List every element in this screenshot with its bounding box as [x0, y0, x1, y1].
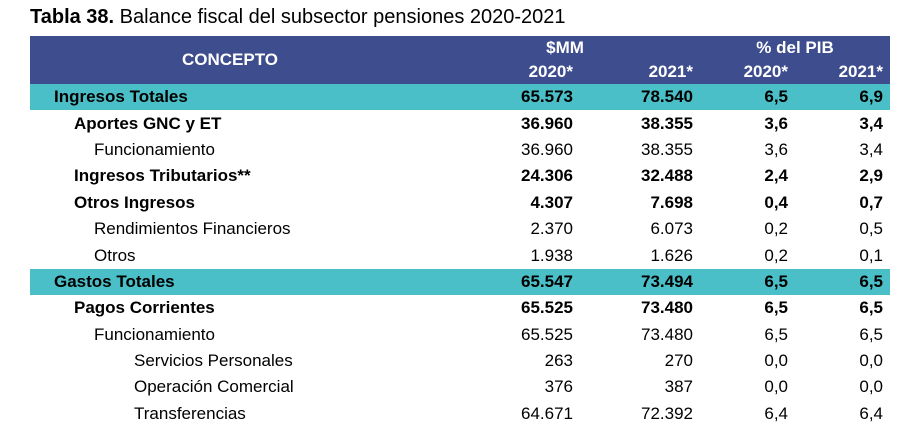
value-mm-2021: 72.392 — [641, 403, 693, 423]
value-mm-2020: 263 — [544, 351, 573, 371]
header-year-mm-2021: 2021* — [580, 60, 700, 84]
value-pib-2021: 6,5 — [859, 298, 883, 318]
value-pib-2021: 0,0 — [859, 377, 883, 397]
header-group-pib: % del PIB — [700, 36, 890, 60]
table-row: Funcionamiento 36.960 38.355 3,6 3,4 — [30, 137, 890, 163]
value-mm-2020: 36.960 — [521, 139, 573, 159]
table-row: Otros Ingresos 4.307 7.698 0,4 0,7 — [30, 190, 890, 216]
value-pib-2020: 6,5 — [700, 84, 795, 111]
table-row: Pagos Corrientes 65.525 73.480 6,5 6,5 — [30, 295, 890, 321]
value-pib-2020: 6,5 — [764, 324, 788, 344]
header-year-pib-2020: 2020* — [700, 60, 795, 84]
row-label: Rendimientos Financieros — [94, 219, 291, 239]
value-pib-2020: 0,2 — [764, 245, 788, 265]
value-mm-2021: 38.355 — [641, 139, 693, 159]
table-title: Tabla 38. Balance fiscal del subsector p… — [30, 6, 566, 29]
value-mm-2021: 73.480 — [641, 298, 693, 318]
value-mm-2020: 65.547 — [430, 268, 580, 296]
table-row: Transferencias 64.671 72.392 6,4 6,4 — [30, 401, 890, 427]
row-label: Transferencias — [134, 403, 246, 423]
row-label: Gastos Totales — [30, 268, 430, 296]
value-pib-2020: 2,4 — [764, 166, 788, 186]
value-pib-2020: 0,0 — [764, 351, 788, 371]
value-mm-2020: 4.307 — [530, 192, 573, 212]
value-mm-2020: 24.306 — [521, 166, 573, 186]
row-label: Operación Comercial — [134, 377, 294, 397]
header-year-mm-2020: 2020* — [430, 60, 580, 84]
value-mm-2021: 1.626 — [650, 245, 693, 265]
row-label: Aportes GNC y ET — [74, 113, 222, 133]
table-row: Gastos Totales 65.547 73.494 6,5 6,5 — [30, 268, 890, 296]
value-mm-2020: 2.370 — [530, 219, 573, 239]
value-pib-2021: 0,7 — [859, 192, 883, 212]
value-pib-2020: 3,6 — [764, 139, 788, 159]
value-pib-2020: 0,2 — [764, 219, 788, 239]
row-label: Otros Ingresos — [74, 192, 195, 212]
table-row: Operación Comercial 376 387 0,0 0,0 — [30, 374, 890, 400]
value-pib-2021: 2,9 — [859, 166, 883, 186]
table-header: CONCEPTO $MM % del PIB 2020* 2021* 2020*… — [30, 36, 890, 84]
table-row: Ingresos Totales 65.573 78.540 6,5 6,9 — [30, 84, 890, 111]
value-mm-2020: 65.525 — [521, 298, 573, 318]
table-row: Rendimientos Financieros 2.370 6.073 0,2 0,5 — [30, 216, 890, 242]
value-mm-2021: 78.540 — [580, 84, 700, 111]
value-pib-2021: 6,4 — [859, 403, 883, 423]
table-row: Funcionamiento 65.525 73.480 6,5 6,5 — [30, 322, 890, 348]
row-label: Funcionamiento — [94, 139, 215, 159]
value-pib-2020: 0,0 — [764, 377, 788, 397]
value-mm-2020: 64.671 — [521, 403, 573, 423]
table-row: Otros 1.938 1.626 0,2 0,1 — [30, 242, 890, 268]
value-mm-2020: 36.960 — [521, 113, 573, 133]
value-mm-2020: 65.525 — [521, 324, 573, 344]
value-mm-2021: 73.480 — [641, 324, 693, 344]
table-row: Ingresos Tributarios** 24.306 32.488 2,4 2,9 — [30, 163, 890, 189]
value-mm-2021: 38.355 — [641, 113, 693, 133]
fiscal-balance-table: CONCEPTO $MM % del PIB 2020* 2021* 2020*… — [30, 36, 890, 427]
value-pib-2020: 6,5 — [764, 298, 788, 318]
table-row: Servicios Personales 263 270 0,0 0,0 — [30, 348, 890, 374]
value-mm-2020: 1.938 — [530, 245, 573, 265]
value-mm-2021: 270 — [664, 351, 693, 371]
value-pib-2020: 0,4 — [764, 192, 788, 212]
row-label: Otros — [94, 245, 136, 265]
value-pib-2020: 6,4 — [764, 403, 788, 423]
value-pib-2020: 3,6 — [764, 113, 788, 133]
header-concepto: CONCEPTO — [30, 36, 430, 84]
value-mm-2021: 6.073 — [650, 219, 693, 239]
row-label: Funcionamiento — [94, 324, 215, 344]
value-pib-2021: 6,5 — [859, 324, 883, 344]
table-caption: Balance fiscal del subsector pensiones 2… — [114, 6, 566, 28]
value-mm-2021: 32.488 — [641, 166, 693, 186]
value-pib-2021: 6,5 — [795, 268, 890, 296]
value-pib-2021: 6,9 — [795, 84, 890, 111]
value-pib-2021: 0,1 — [859, 245, 883, 265]
value-pib-2021: 0,5 — [859, 219, 883, 239]
row-label: Ingresos Tributarios** — [74, 166, 251, 186]
value-mm-2020: 376 — [544, 377, 573, 397]
value-pib-2021: 3,4 — [859, 139, 883, 159]
value-mm-2021: 73.494 — [580, 268, 700, 296]
row-label: Pagos Corrientes — [74, 298, 215, 318]
table-number: Tabla 38. — [30, 6, 115, 28]
value-mm-2020: 65.573 — [430, 84, 580, 111]
value-mm-2021: 387 — [664, 377, 693, 397]
table-body: Ingresos Totales 65.573 78.540 6,5 6,9 Aporte… — [30, 84, 890, 427]
row-label: Servicios Personales — [134, 351, 293, 371]
value-pib-2021: 3,4 — [859, 113, 883, 133]
table-row: Aportes GNC y ET 36.960 38.355 3,6 3,4 — [30, 110, 890, 136]
value-pib-2021: 0,0 — [859, 351, 883, 371]
row-label: Ingresos Totales — [30, 84, 430, 111]
value-pib-2020: 6,5 — [700, 268, 795, 296]
value-mm-2021: 7.698 — [650, 192, 693, 212]
header-group-mm: $MM — [430, 36, 700, 60]
header-year-pib-2021: 2021* — [795, 60, 890, 84]
